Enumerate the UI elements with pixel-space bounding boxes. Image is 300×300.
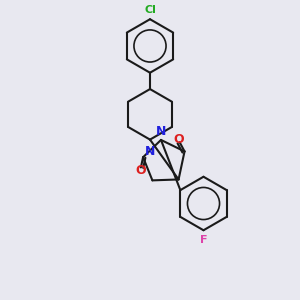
Text: N: N	[156, 124, 166, 138]
Text: F: F	[200, 235, 207, 245]
Text: O: O	[173, 133, 184, 146]
Text: N: N	[145, 145, 155, 158]
Text: Cl: Cl	[144, 5, 156, 15]
Text: O: O	[135, 164, 146, 177]
